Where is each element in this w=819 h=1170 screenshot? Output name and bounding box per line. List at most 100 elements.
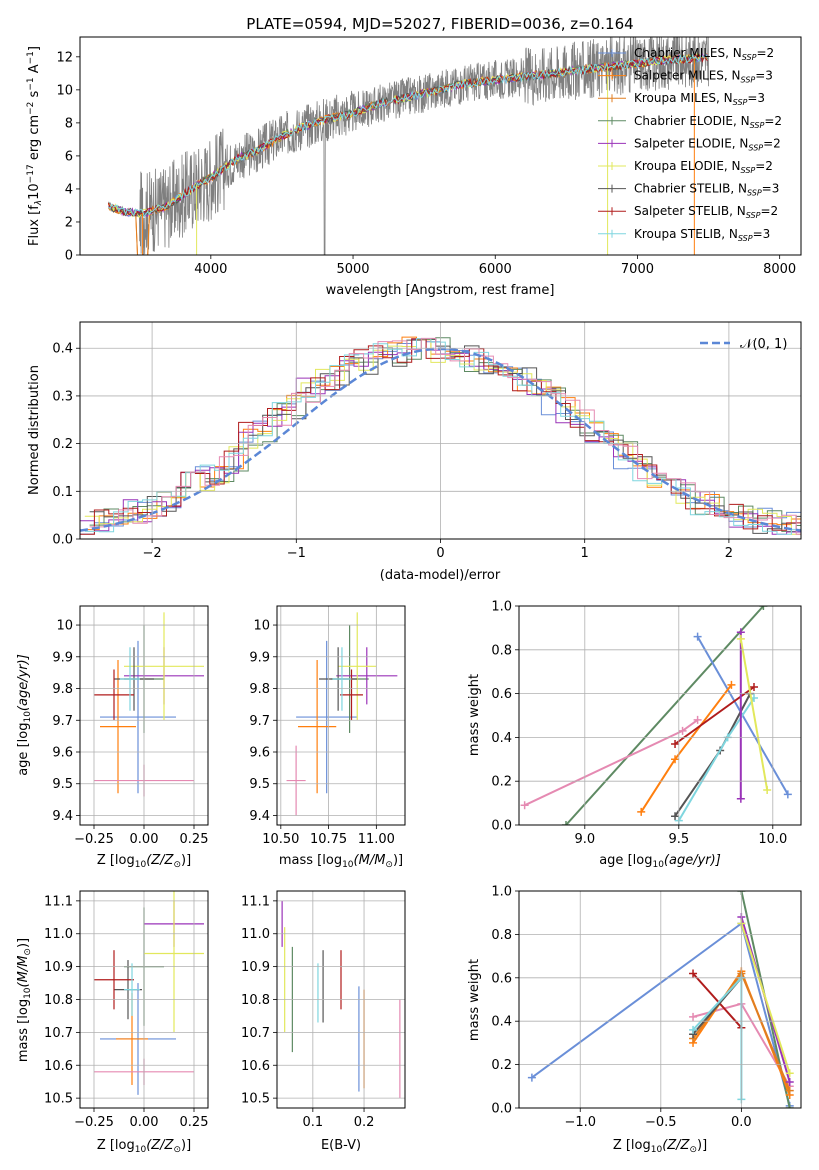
x-tick-label: 0.2 <box>354 1115 375 1130</box>
y-tick-label: 10.6 <box>241 1059 270 1074</box>
x-tick-label: 0.00 <box>130 832 159 847</box>
x-tick-label: 10.75 <box>310 832 347 847</box>
axes-frame <box>276 890 406 1109</box>
y-tick-label: 9.9 <box>52 650 73 665</box>
y-tick-label: 10.5 <box>44 1092 73 1107</box>
legend-entry: Chabrier ELODIE, NSSP=2 <box>634 114 782 130</box>
weight-line <box>739 638 769 791</box>
axes-frame <box>518 605 802 826</box>
y-tick-label: 10.7 <box>44 1026 73 1041</box>
legend-entry: Kroupa MILES, NSSP=3 <box>634 91 765 107</box>
x-tick-label: 9.5 <box>668 832 689 847</box>
weight-point <box>689 1012 698 1021</box>
weight-point <box>671 755 680 764</box>
mass-weight-vs-age-plot <box>520 606 792 825</box>
x-tick-label: 0.0 <box>731 1115 752 1130</box>
y-tick-label: 9.5 <box>52 777 73 792</box>
spectrum-ylabel: Flux [fλ10−17 erg cm−2 s−1 A−1] <box>26 46 44 246</box>
x-tick-label: 11.00 <box>358 832 395 847</box>
x-tick-label: 1 <box>581 546 589 561</box>
age-vs-mass-panel: 10.50 10.75 11.00 9.4 9.5 9.6 9.7 9.8 9.9 10 mass … <box>249 605 406 870</box>
histogram-extra <box>89 337 801 535</box>
x-tick-label: 2 <box>725 546 733 561</box>
axes-frame <box>79 890 209 1109</box>
histogram-kroupa-elodie <box>84 338 801 535</box>
age-axis-label: age [log10(age/yr)] <box>16 654 33 776</box>
y-tick-label: 0.6 <box>491 687 512 702</box>
y-tick-label: 0.4 <box>52 342 73 357</box>
y-tick-label: 9.8 <box>52 682 73 697</box>
y-tick-label: 10 <box>253 619 270 634</box>
histogram-kroupa-stelib <box>84 338 801 535</box>
axes-frame <box>518 890 802 1109</box>
x-tick-label: 8000 <box>763 262 796 277</box>
y-tick-label: 0.4 <box>491 731 512 746</box>
gauss-legend-label: 𝒩(0, 1) <box>740 337 787 352</box>
residuals-panel: −2 −1 0 1 2 0.0 0.1 0.2 0.3 0.4 𝒩(0, 1) (data-model… <box>27 321 802 583</box>
weight-line <box>640 684 733 813</box>
legend-entry: Kroupa ELODIE, NSSP=2 <box>634 159 773 175</box>
y-tick-label: 1.0 <box>491 885 512 900</box>
weight-point <box>527 1073 536 1082</box>
weight-point <box>783 790 792 799</box>
y-tick-label: 10.9 <box>44 960 73 975</box>
weight-point <box>689 1025 698 1034</box>
y-tick-label: 9.5 <box>249 777 270 792</box>
mass-weight-vs-age-panel: 9.0 9.5 10.0 0.0 0.2 0.4 0.6 0.8 1.0 age [log10(a… <box>467 600 802 870</box>
x-tick-label: 6000 <box>479 262 512 277</box>
weight-line <box>692 972 743 1029</box>
y-tick-label: 0.2 <box>491 775 512 790</box>
ebv-axis-label: E(B-V) <box>321 1138 361 1153</box>
x-tick-label: 0.00 <box>130 1115 159 1130</box>
y-tick-label: 0.6 <box>491 971 512 986</box>
weight-point <box>671 739 680 748</box>
mass-vs-Z-panel: −0.25 0.00 0.25 10.5 10.6 10.7 10.8 10.9 11.0 11.… <box>16 890 209 1155</box>
weight-point <box>693 632 702 641</box>
weight-point <box>727 680 736 689</box>
x-tick-label: 0.25 <box>180 832 209 847</box>
y-tick-label: 10.6 <box>44 1059 73 1074</box>
x-tick-label: 5000 <box>336 262 369 277</box>
y-tick-label: 0.8 <box>491 643 512 658</box>
y-tick-label: 10.9 <box>241 960 270 975</box>
y-tick-label: 9.9 <box>249 650 270 665</box>
x-tick-label: 7000 <box>621 262 654 277</box>
z-axis-label: Z [log10(Z/Z⊙)] <box>97 1138 191 1155</box>
spectrum-plot <box>107 37 709 255</box>
weight-line <box>524 719 699 807</box>
y-tick-label: 10 <box>56 619 73 634</box>
y-tick-label: 0.8 <box>491 928 512 943</box>
x-tick-label: 4000 <box>194 262 227 277</box>
age-vs-Z-plot <box>94 612 204 797</box>
x-tick-label: 10.0 <box>758 832 787 847</box>
weight-point <box>785 1077 794 1086</box>
age-vs-Z-panel: −0.25 0.00 0.25 9.4 9.5 9.6 9.7 9.8 9.9 10 Z [log1… <box>16 605 209 870</box>
y-tick-label: 10.7 <box>241 1026 270 1041</box>
x-tick-label: 10.50 <box>262 832 299 847</box>
histogram-chabrier-elodie <box>89 337 801 532</box>
spectrum-panel: 4000 5000 6000 7000 8000 0 2 4 6 8 10 12 Chabrier MI… <box>26 36 802 298</box>
y-tick-label: 9.7 <box>52 714 73 729</box>
weight-point <box>520 801 529 810</box>
spectrum-data-line <box>108 37 709 255</box>
age-vs-mass-plot <box>286 612 398 816</box>
x-tick-label: 0 <box>436 546 444 561</box>
x-tick-label: −2 <box>143 546 162 561</box>
weight-point <box>736 634 745 643</box>
x-tick-label: 9.0 <box>574 832 595 847</box>
weight-point <box>785 1086 794 1095</box>
legend-entry: Chabrier MILES, NSSP=2 <box>634 46 774 62</box>
y-tick-label: 0.2 <box>491 1058 512 1073</box>
weight-line <box>740 923 791 1074</box>
axes-frame <box>79 36 802 256</box>
weight-point <box>693 715 702 724</box>
weight-point <box>671 812 680 821</box>
weight-point <box>763 785 772 794</box>
y-tick-label: 2 <box>65 215 73 230</box>
y-tick-label: 9.6 <box>249 746 270 761</box>
mass-weight-ylabel: mass weight <box>467 674 482 756</box>
y-tick-label: 10.8 <box>241 993 270 1008</box>
spectrum-legend: Chabrier MILES, NSSP=2 Salpeter MILES, NS… <box>598 46 782 243</box>
spectrum-title: PLATE=0594, MJD=52027, FIBERID=0036, z=0… <box>246 15 633 33</box>
x-tick-label: −1 <box>287 546 306 561</box>
